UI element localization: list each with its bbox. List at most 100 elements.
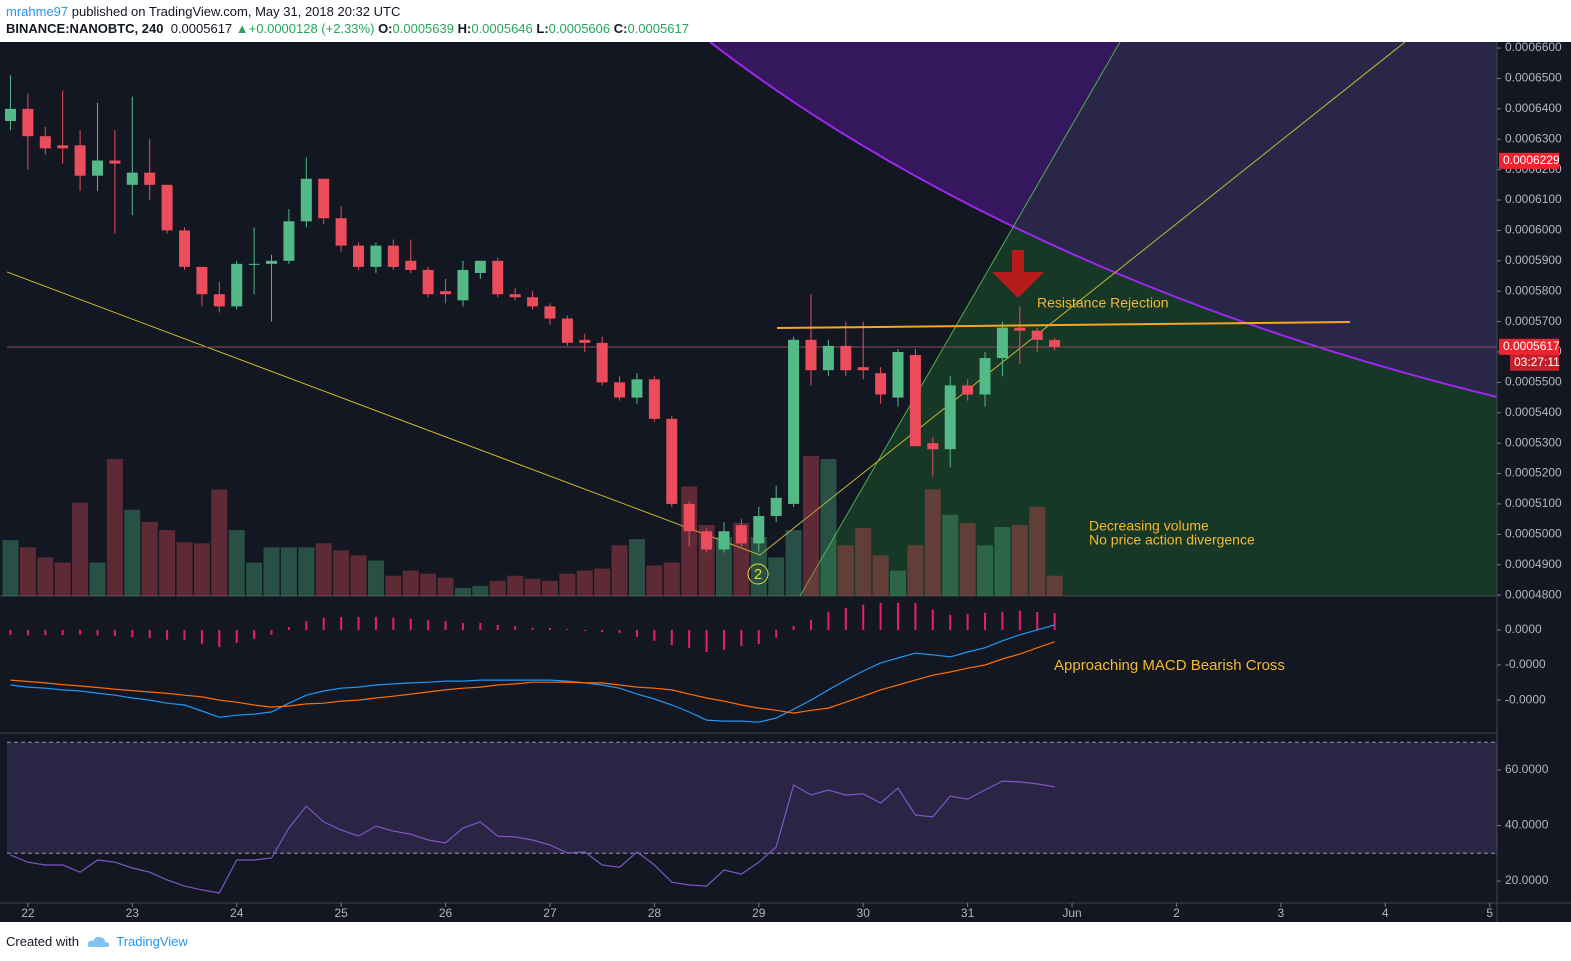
candle-body: [300, 178, 312, 222]
volume-bar: [576, 570, 593, 596]
resistance-line: [776, 321, 1351, 329]
wave-label-circle: [747, 563, 769, 585]
x-tick-label: 27: [543, 906, 557, 920]
histogram-bar: [1036, 612, 1039, 630]
volume-bar: [367, 560, 384, 596]
histogram-bar: [670, 629, 673, 646]
candle-body: [857, 367, 869, 371]
volume-bar: [141, 521, 158, 596]
volume-bar: [89, 562, 106, 596]
up-icon: ▲: [235, 21, 249, 36]
y-tick-label: 0.0004800: [1505, 587, 1562, 601]
histogram-bar: [531, 627, 534, 630]
histogram-bar: [496, 625, 499, 630]
candle-body: [1049, 340, 1061, 347]
ohlc-value: 0.0005617: [627, 21, 689, 36]
ohlc-value: 0.0005646: [471, 21, 533, 36]
annotation: 2: [754, 566, 762, 583]
x-tick-label: 4: [1382, 906, 1389, 920]
footer-text: Created with: [6, 934, 79, 949]
fib-arc: [709, 42, 1497, 398]
volume-bar: [1011, 524, 1028, 596]
histogram-bar: [427, 620, 430, 630]
volume-bar: [802, 456, 819, 596]
candle-body: [196, 266, 208, 295]
y-tick-label: 0.0005400: [1505, 405, 1562, 419]
candle-body: [266, 260, 278, 264]
brand[interactable]: TradingView: [116, 934, 188, 949]
y-tick-label: 0.0005500: [1505, 375, 1562, 389]
volume-bar: [106, 459, 123, 596]
candle-body: [527, 297, 539, 307]
candle-body: [405, 260, 417, 270]
histogram-bar: [183, 629, 186, 640]
volume-bar: [298, 547, 315, 596]
y-tick-label: 0.0006400: [1505, 101, 1562, 115]
y-tick-label: 0.0006100: [1505, 192, 1562, 206]
y-tick-label: 0.0005100: [1505, 496, 1562, 510]
histogram-bar: [705, 629, 708, 653]
price-tag: [1499, 152, 1559, 169]
macd-line: [10, 624, 1055, 723]
volume-bar: [263, 547, 280, 596]
candle-body: [144, 172, 156, 185]
histogram-bar: [200, 629, 203, 644]
volume-bar: [437, 577, 454, 596]
volume-bar: [524, 578, 541, 596]
volume-bar: [959, 522, 976, 596]
footer: Created with TradingView: [6, 932, 188, 949]
candle-body: [614, 382, 626, 398]
y-tick-label: 0.0005800: [1505, 283, 1562, 297]
volume-bar: [402, 570, 419, 596]
histogram-bar: [357, 616, 360, 630]
histogram-bar: [392, 617, 395, 630]
publish-line: mrahme97 published on TradingView.com, M…: [6, 3, 689, 20]
y-tick-label: 0.0005000: [1505, 526, 1562, 540]
volume-bar: [611, 545, 628, 596]
histogram-bar: [966, 613, 969, 630]
histogram-bar: [305, 621, 308, 630]
histogram-bar: [931, 609, 934, 630]
histogram-bar: [61, 629, 64, 636]
rsi-band: [7, 742, 1497, 854]
candle-body: [474, 260, 486, 273]
candle-body: [892, 351, 904, 398]
ohlc-label: L:: [536, 21, 549, 36]
user[interactable]: mrahme97: [6, 4, 69, 19]
histogram-bar: [322, 617, 325, 630]
candle-body: [4, 108, 16, 122]
price-tag-label: 0.0005617: [1503, 339, 1560, 353]
volume-bar: [385, 575, 402, 596]
x-tick-label: 25: [334, 906, 348, 920]
volume-bar: [994, 527, 1011, 596]
volume-bar: [977, 545, 994, 596]
candle-body: [840, 345, 852, 371]
histogram-bar: [601, 629, 604, 633]
y-tick-label: 0.0005900: [1505, 253, 1562, 267]
histogram-bar: [287, 627, 290, 630]
candle-body: [231, 263, 243, 307]
histogram-bar: [409, 618, 412, 630]
y-tick-label: 40.0000: [1505, 818, 1549, 832]
y-tick-label: -0.0000: [1505, 657, 1546, 671]
histogram-bar: [844, 607, 847, 630]
volume-bar: [315, 543, 332, 596]
volume-bar: [37, 557, 54, 596]
header: mrahme97 published on TradingView.com, M…: [6, 3, 689, 37]
histogram-bar: [44, 629, 47, 636]
macd-line: [10, 641, 1055, 714]
histogram-bar: [148, 629, 151, 638]
candle-body: [370, 245, 382, 267]
candle-body: [440, 291, 452, 295]
logo: [87, 936, 109, 947]
candle-body: [996, 327, 1008, 359]
candle-body: [718, 531, 730, 550]
volume-bar: [507, 575, 524, 596]
trend-line: [7, 271, 761, 556]
candle-body: [631, 379, 643, 398]
histogram-bar: [879, 602, 882, 630]
gann-line: [799, 42, 1121, 596]
candle-body: [248, 263, 260, 265]
histogram-bar: [253, 629, 256, 640]
